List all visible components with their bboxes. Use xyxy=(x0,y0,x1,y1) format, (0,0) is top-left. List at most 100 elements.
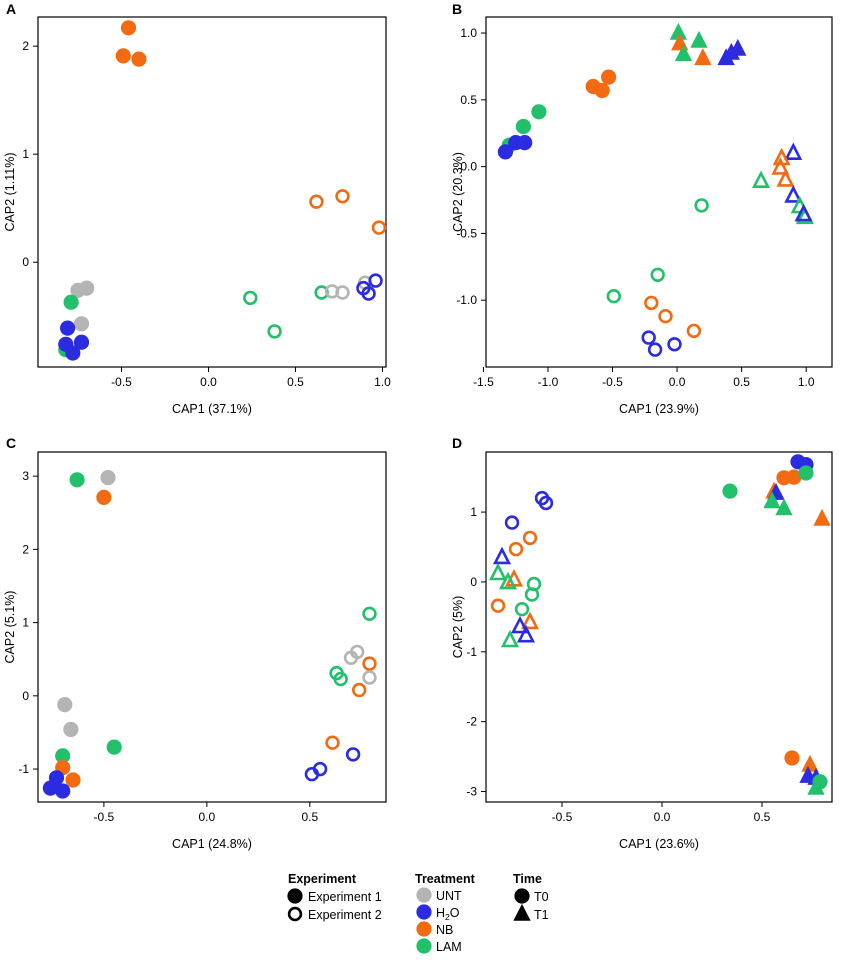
legend-marker-time xyxy=(513,903,531,921)
legend-label-experiment: Experiment 1 xyxy=(308,890,382,904)
legend-label-treatment: H2O xyxy=(436,906,460,922)
data-point xyxy=(267,324,282,339)
data-point xyxy=(722,483,738,499)
data-point xyxy=(520,611,540,630)
y-tick-label: 0.5 xyxy=(460,93,477,107)
y-tick-label: -1 xyxy=(18,762,29,776)
y-tick-label: 2 xyxy=(22,542,29,556)
data-point xyxy=(531,104,547,120)
data-point xyxy=(497,144,513,160)
y-tick-label: 0 xyxy=(22,689,29,703)
x-tick-label: -1.0 xyxy=(538,375,559,389)
y-axis-label: CAP2 (5%) xyxy=(451,596,465,659)
y-tick-label: -2 xyxy=(466,715,477,729)
x-axis-label: CAP1 (23.9%) xyxy=(619,402,699,416)
data-point xyxy=(515,118,532,135)
data-point xyxy=(362,606,377,621)
legend-marker-treatment xyxy=(416,921,432,937)
data-point xyxy=(784,142,803,160)
data-point xyxy=(55,783,71,799)
data-point xyxy=(352,682,367,698)
legend-marker-experiment xyxy=(287,888,303,904)
panel-label: A xyxy=(6,1,16,17)
data-point xyxy=(516,624,536,643)
y-tick-label: -1 xyxy=(466,645,477,659)
data-point xyxy=(775,498,793,516)
data-point xyxy=(65,345,81,361)
legend-marker-treatment xyxy=(416,938,432,954)
x-tick-label: 0.5 xyxy=(301,810,318,824)
data-point xyxy=(73,316,90,332)
data-point xyxy=(647,342,663,357)
x-tick-label: 0.0 xyxy=(669,375,686,389)
data-point xyxy=(333,671,348,687)
legend-label-treatment: NB xyxy=(436,923,453,937)
data-point xyxy=(362,656,377,671)
data-point xyxy=(69,472,85,488)
data-point xyxy=(517,135,533,151)
x-axis-label: CAP1 (24.8%) xyxy=(172,837,252,851)
data-point xyxy=(63,294,79,310)
data-point xyxy=(309,194,324,209)
data-point xyxy=(751,170,771,188)
data-point xyxy=(492,546,512,565)
data-point xyxy=(522,530,538,546)
data-point xyxy=(504,515,520,530)
x-axis-label: CAP1 (37.1%) xyxy=(172,402,252,416)
y-tick-label: 1 xyxy=(470,505,477,519)
panel-c: C -0.5 0.0 0.5 3 2 1 0 -1 CAP1 (24.8%) CAP2 (5.1%) xyxy=(3,435,387,851)
x-tick-label: 0.5 xyxy=(754,810,771,824)
data-point xyxy=(59,320,76,336)
data-point xyxy=(538,495,554,511)
y-tick-label: -1.0 xyxy=(456,293,477,307)
y-tick-label: -3 xyxy=(466,785,477,799)
data-point xyxy=(813,508,831,526)
data-point xyxy=(65,772,81,788)
data-point xyxy=(508,541,524,557)
x-tick-label: 0.5 xyxy=(733,375,750,389)
data-point xyxy=(729,38,747,56)
y-tick-label: 0.0 xyxy=(460,160,477,174)
y-tick-label: 0 xyxy=(22,255,29,269)
x-tick-label: -1.5 xyxy=(473,375,494,389)
data-point xyxy=(335,285,350,300)
data-point xyxy=(686,323,702,339)
data-point xyxy=(784,750,800,766)
data-point xyxy=(362,670,377,685)
y-tick-label: 0 xyxy=(470,575,477,589)
panel-d: D -0.5 0.0 0.5 1 0 -1 -2 -3 CAP1 (23.6%) CAP2 (5%) xyxy=(451,435,833,851)
legend-marker-treatment xyxy=(416,887,432,903)
data-point xyxy=(771,157,790,175)
y-axis-label: CAP2 (5.1%) xyxy=(3,591,17,664)
data-point xyxy=(794,203,813,222)
x-tick-label: 0.0 xyxy=(654,810,671,824)
legend-label-experiment: Experiment 2 xyxy=(308,908,382,922)
data-point xyxy=(131,51,147,67)
y-tick-label: 2 xyxy=(22,39,29,53)
data-point xyxy=(694,198,709,213)
y-tick-label: 1 xyxy=(22,616,29,630)
plot-frame xyxy=(37,16,387,368)
data-point xyxy=(343,650,359,665)
legend-title-treatment: Treatment xyxy=(415,872,476,886)
data-point xyxy=(798,465,814,481)
data-points xyxy=(58,20,387,361)
data-point xyxy=(490,598,506,613)
x-tick-label: -0.5 xyxy=(552,810,573,824)
data-point xyxy=(674,44,693,62)
data-point xyxy=(100,469,116,486)
y-axis-label: CAP2 (20.3%) xyxy=(451,152,465,232)
x-tick-label: 0.0 xyxy=(199,810,216,824)
data-point xyxy=(488,562,508,581)
data-point xyxy=(658,309,673,324)
legend-marker-treatment xyxy=(416,904,432,920)
data-point xyxy=(776,169,795,187)
data-point xyxy=(325,735,340,750)
panel-a: A -0.5 0.0 0.5 1.0 0 1 2 CAP1 (37.1%) CAP2 (1.11%… xyxy=(3,1,391,416)
data-point xyxy=(361,286,376,301)
legend-label-time: T1 xyxy=(534,908,549,922)
data-point xyxy=(304,766,320,782)
plot-frame xyxy=(485,16,833,368)
data-point xyxy=(514,601,530,617)
data-point xyxy=(650,267,665,282)
